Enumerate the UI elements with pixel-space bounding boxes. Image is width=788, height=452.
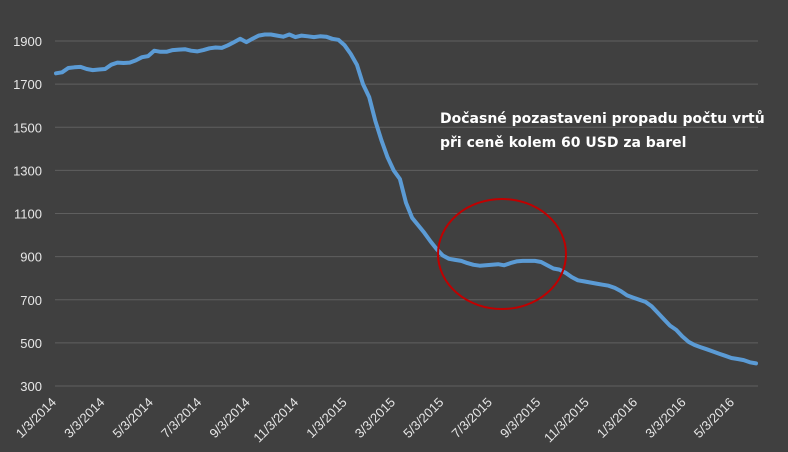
x-tick-label: 5/3/2014 (110, 395, 156, 441)
y-tick-label: 300 (20, 379, 42, 394)
x-tick-label: 5/3/2015 (400, 395, 446, 441)
y-tick-label: 700 (20, 293, 42, 308)
y-tick-label: 1100 (14, 207, 42, 222)
x-tick-label: 9/3/2015 (497, 395, 543, 441)
x-axis-ticks: 1/3/2014 3/3/2014 5/3/2014 7/3/2014 9/3/2014… (13, 395, 737, 446)
x-tick-label: 9/3/2014 (206, 395, 252, 441)
x-tick-label: 1/3/2016 (594, 395, 640, 441)
annotation-line-1: Dočasné pozastaveni propadu počtu vrtů (440, 110, 765, 127)
x-tick-label: 1/3/2015 (303, 395, 349, 441)
y-tick-label: 1500 (13, 120, 42, 135)
y-tick-label: 500 (20, 336, 42, 351)
y-tick-label: 1900 (13, 34, 42, 49)
x-tick-label: 3/3/2014 (61, 395, 107, 441)
y-axis-ticks: 300 500 700 900 1100 1300 1500 1700 1900 (13, 34, 42, 394)
x-tick-label: 7/3/2014 (158, 395, 204, 441)
x-tick-label: 1/3/2014 (13, 395, 59, 441)
highlight-circle (437, 198, 567, 310)
y-tick-label: 1700 (13, 77, 42, 92)
x-tick-label: 11/3/2015 (541, 395, 592, 446)
x-tick-label: 3/3/2015 (352, 395, 398, 441)
annotation-line-2: při ceně kolem 60 USD za barel (440, 135, 686, 151)
x-tick-label: 5/3/2016 (691, 395, 737, 441)
x-tick-label: 7/3/2015 (449, 395, 495, 441)
y-tick-label: 900 (20, 250, 42, 265)
gridlines (55, 40, 758, 387)
y-tick-label: 1300 (13, 163, 42, 178)
x-tick-label: 3/3/2016 (642, 395, 688, 441)
x-tick-label: 11/3/2014 (250, 395, 301, 446)
series-line (54, 32, 758, 366)
